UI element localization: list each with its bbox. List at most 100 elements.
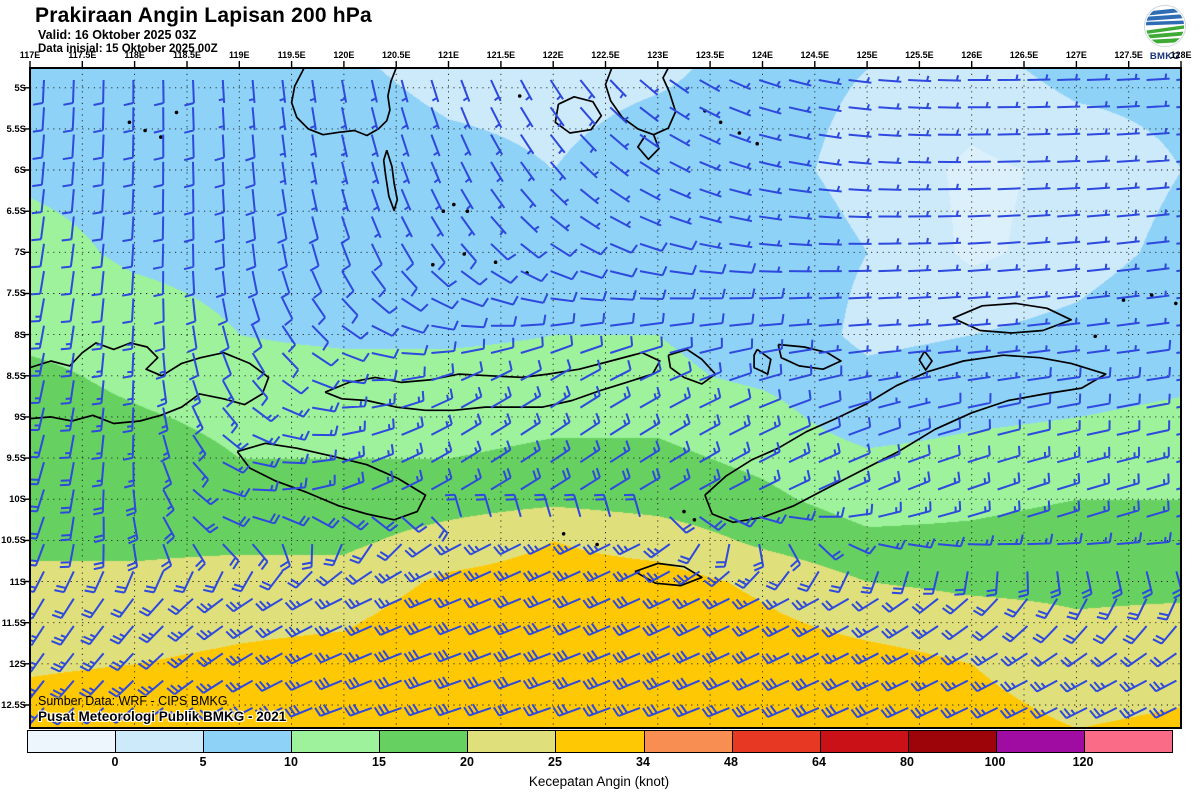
lon-tick-label: 124.5E	[800, 50, 830, 60]
legend-tick-label: 48	[724, 755, 738, 769]
legend-tick-label: 100	[984, 755, 1006, 769]
lat-tick-label: 11.5S	[1, 617, 26, 629]
lon-tick-label: 120.5E	[381, 50, 411, 60]
lon-tick-label: 119E	[229, 50, 250, 60]
islet-dot	[692, 518, 697, 522]
legend-cell	[996, 731, 1085, 752]
legend-cell	[380, 731, 469, 752]
legend-tick-label: 0	[111, 755, 119, 769]
lat-tick-label: 12.5S	[1, 699, 26, 711]
lat-tick-label: 7S	[14, 247, 26, 259]
lat-tick-label: 6S	[14, 165, 26, 177]
islet-dot	[465, 209, 470, 213]
islet-dot	[561, 532, 566, 536]
legend-cell	[556, 731, 645, 752]
legend-cell	[908, 731, 997, 752]
islet-dot	[1149, 293, 1154, 297]
legend-tick-label: 34	[636, 755, 650, 769]
islet-dot	[174, 110, 179, 115]
coastlines	[30, 68, 1107, 587]
lat-tick-label: 6.5S	[6, 206, 26, 218]
legend-cell	[292, 731, 381, 752]
islet-dot	[462, 252, 467, 256]
lon-tick-label: 121E	[438, 50, 460, 60]
lon-tick-label: 122E	[542, 50, 564, 60]
lat-tick-label: 9.5S	[6, 453, 26, 465]
islet-dot	[159, 135, 163, 139]
islet-dot	[1121, 298, 1126, 302]
bmkg-logo-icon	[1143, 4, 1187, 48]
islet-dot	[737, 131, 742, 135]
lon-tick-label: 126.5E	[1009, 50, 1039, 60]
lat-tick-label: 5.5S	[6, 123, 26, 135]
islet-dot	[1093, 334, 1097, 339]
islet-dot	[452, 202, 456, 207]
lat-tick-label: 11S	[9, 576, 26, 588]
islet-dot	[493, 260, 498, 265]
data-source-label: Sumber Data: WRF - CIPS BMKG	[38, 694, 228, 708]
islet-dot	[517, 94, 522, 98]
lon-tick-label: 127E	[1065, 50, 1087, 60]
legend-tick-label: 120	[1072, 755, 1094, 769]
lon-tick-label: 127.5E	[1114, 50, 1143, 60]
islet-dot	[1174, 301, 1178, 306]
lat-tick-label: 12S	[9, 658, 26, 670]
legend-cell	[644, 731, 733, 752]
legend-tick-label: 15	[372, 755, 386, 769]
bmkg-logo: BMKG	[1140, 3, 1190, 63]
lon-tick-label: 126E	[961, 50, 983, 60]
lon-tick-label: 118E	[124, 50, 145, 60]
credit-label: Pusat Meteorologi Publik BMKG - 2021	[38, 709, 287, 724]
islet-dot	[143, 128, 147, 133]
lon-tick-label: 125E	[856, 50, 878, 60]
islet-dot	[755, 141, 759, 146]
lon-tick-label: 122.5E	[591, 50, 620, 60]
islet-dot	[127, 120, 132, 125]
lon-tick-label: 128E	[1170, 50, 1192, 60]
lon-tick-label: 124E	[751, 50, 773, 60]
lat-tick-label: 10S	[9, 494, 26, 506]
graticule	[30, 68, 1181, 728]
legend-cell	[116, 731, 205, 752]
legend-caption: Kecepatan Angin (knot)	[528, 774, 670, 789]
legend-cell	[732, 731, 821, 752]
wind-barbs	[30, 73, 1181, 726]
page-title: Prakiraan Angin Lapisan 200 hPa	[35, 4, 372, 27]
legend-tick-label: 5	[199, 755, 207, 769]
islet-dot	[718, 120, 723, 125]
legend-tick-label: 64	[812, 755, 826, 769]
lat-tick-label: 8.5S	[6, 370, 26, 382]
lon-tick-label: 121.5E	[486, 50, 516, 60]
lat-tick-label: 7.5S	[6, 288, 26, 300]
legend-cell	[204, 731, 293, 752]
legend-cell	[1084, 731, 1173, 752]
init-time-label: Data inisial: 15 Oktober 2025 00Z	[38, 43, 218, 55]
axis-tick-marks	[23, 61, 1182, 706]
wind-speed-legend	[27, 730, 1173, 753]
legend-cell	[468, 731, 557, 752]
lon-tick-label: 125.5E	[905, 50, 934, 60]
lon-tick-label: 117E	[19, 50, 41, 60]
legend-tick-label: 20	[460, 755, 474, 769]
lon-tick-label: 118.5E	[172, 50, 201, 60]
lat-tick-label: 8S	[14, 329, 26, 341]
lon-tick-label: 123E	[647, 50, 669, 60]
islet-dot	[441, 209, 446, 213]
valid-time-label: Valid: 16 Oktober 2025 03Z	[38, 28, 197, 42]
legend-tick-label: 25	[548, 755, 562, 769]
lon-tick-label: 119.5E	[277, 50, 306, 60]
lat-tick-label: 9S	[14, 411, 26, 423]
legend-cell	[820, 731, 909, 752]
lon-tick-label: 120E	[333, 50, 355, 60]
islet-dot	[682, 509, 686, 514]
islet-dot	[431, 262, 435, 267]
lat-tick-label: 5S	[14, 82, 26, 94]
bmkg-logo-label: BMKG	[1149, 51, 1181, 62]
lat-tick-label: 10.5S	[1, 535, 26, 547]
legend-tick-label: 10	[284, 755, 298, 769]
lon-tick-label: 123.5E	[695, 50, 725, 60]
lon-tick-label: 117.5E	[68, 50, 97, 60]
islet-dot	[595, 542, 599, 547]
